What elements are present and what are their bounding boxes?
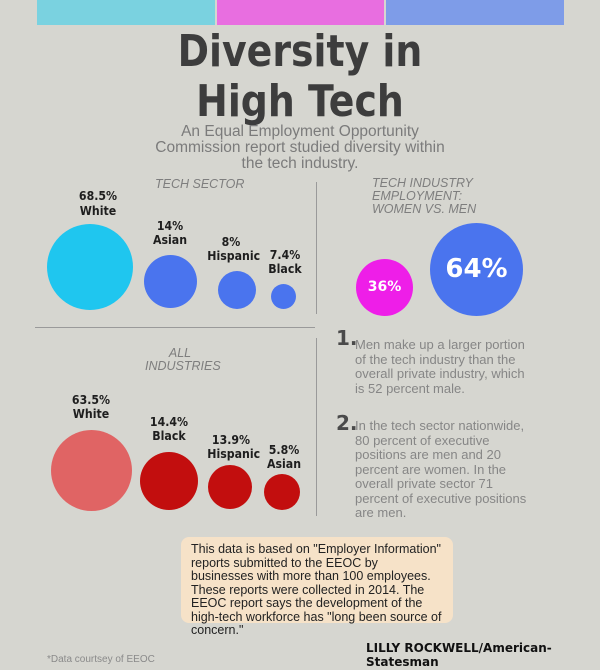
data-source-note: *Data courtsey of EEOC (47, 654, 155, 665)
tech-sector-label: TECH SECTOR (155, 177, 245, 191)
note-1-number: 1. (336, 326, 358, 350)
all-industries-label-line2: INDUSTRIES (145, 359, 221, 373)
note-2-number: 2. (336, 411, 358, 435)
all-white-circle (51, 430, 132, 511)
all-black-circle (140, 452, 198, 510)
info-box: This data is based on "Employer Informat… (181, 537, 453, 637)
tech-black-name: Black (268, 261, 302, 276)
tech-white-name: White (79, 203, 117, 218)
gender-label-line2: EMPLOYMENT: (372, 189, 463, 203)
all-asian-name: Asian (266, 456, 302, 471)
tech-hispanic-pct: 8% (221, 234, 241, 249)
note-2-text: In the tech sector nationwide, 80 percen… (355, 418, 527, 520)
all-black-pct: 14.4% (149, 414, 189, 429)
tech-hispanic-circle (218, 271, 256, 309)
tech-white-circle (47, 224, 133, 310)
tech-black-pct: 7.4% (269, 247, 301, 262)
top-bar-blue (386, 0, 564, 25)
subtitle: An Equal Employment Opportunity Commissi… (155, 123, 445, 172)
tech-asian-circle (144, 255, 197, 308)
all-hispanic-pct: 13.9% (211, 432, 251, 447)
all-industries-label-line1: ALL (168, 346, 192, 360)
note-1-text: Men make up a larger portion of the tech… (355, 337, 525, 396)
gender-label-line1: TECH INDUSTRY (372, 176, 473, 190)
women-pct: 36% (367, 279, 402, 295)
tech-white-pct: 68.5% (78, 188, 118, 203)
tech-black-circle (271, 284, 296, 309)
all-hispanic-name: Hispanic (207, 446, 261, 461)
all-asian-circle (264, 474, 300, 510)
tech-asian-pct: 14% (156, 218, 184, 233)
vertical-divider-bottom (316, 338, 317, 516)
top-bar-magenta (217, 0, 384, 25)
page-title-line1: Diversity in (177, 26, 423, 77)
men-circle (430, 223, 523, 316)
tech-asian-name: Asian (152, 232, 188, 247)
all-asian-pct: 5.8% (268, 442, 300, 457)
all-white-pct: 63.5% (71, 392, 111, 407)
all-black-name: Black (152, 428, 186, 443)
all-white-name: White (72, 406, 110, 421)
page-title-line2: High Tech (196, 76, 404, 127)
top-bar-cyan (37, 0, 215, 25)
credit-line: LILLY ROCKWELL/American-Statesman (366, 641, 552, 669)
vertical-divider-top (316, 182, 317, 314)
gender-label-line3: WOMEN VS. MEN (372, 202, 477, 216)
tech-hispanic-name: Hispanic (207, 248, 261, 263)
all-hispanic-circle (208, 465, 252, 509)
horizontal-divider (35, 327, 315, 328)
men-pct: 64% (445, 254, 508, 284)
women-circle (356, 259, 413, 316)
